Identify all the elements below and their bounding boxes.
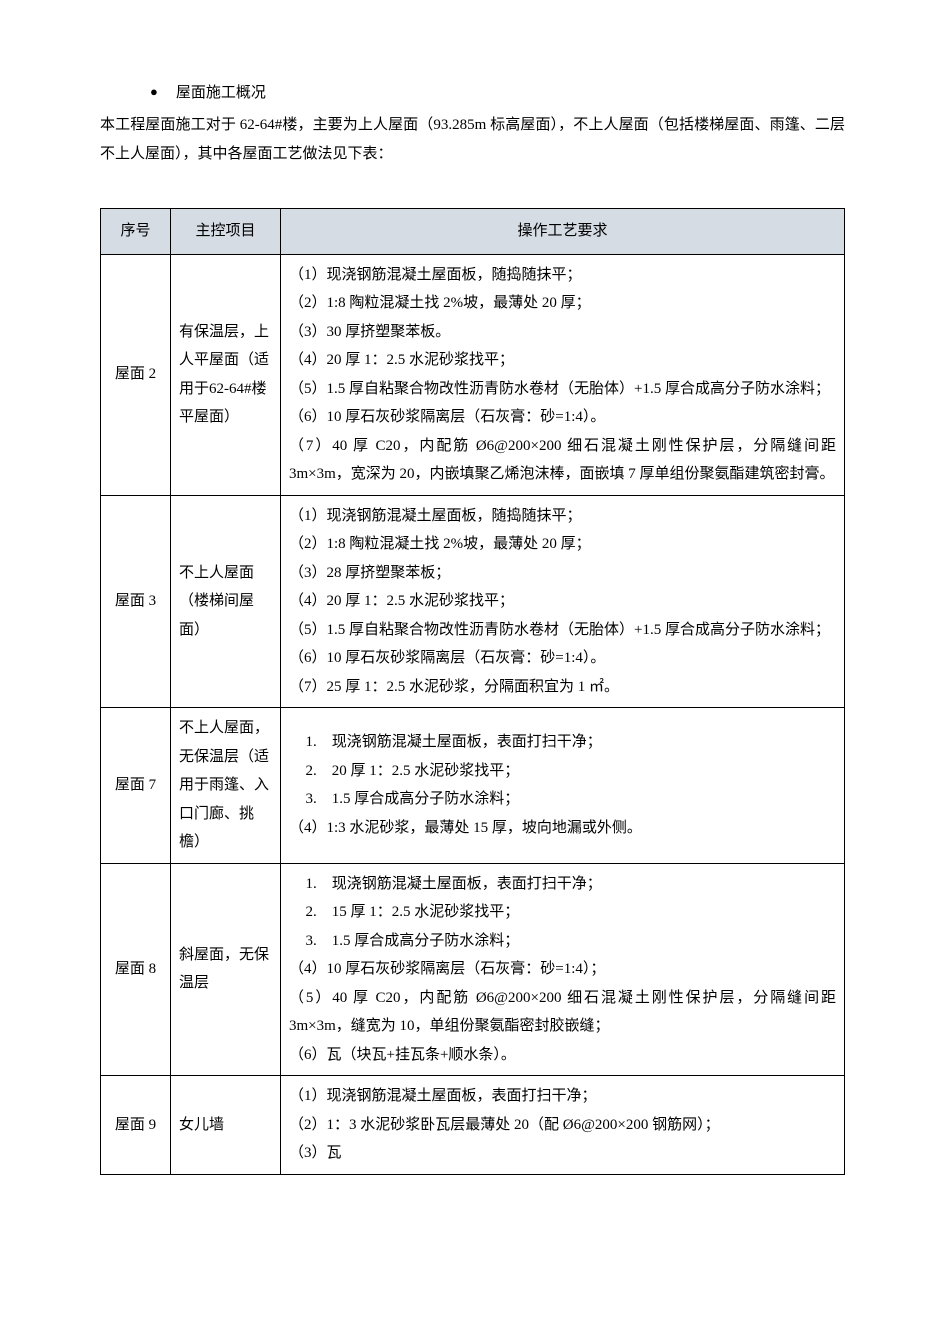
cell-item: 女儿墙 [171, 1076, 281, 1175]
req-line: （6）10 厚石灰砂浆隔离层（石灰膏：砂=1:4）。 [289, 644, 836, 673]
req-line: 2. 15 厚 1：2.5 水泥砂浆找平； [289, 898, 836, 927]
table-row: 屋面 8斜屋面，无保温层1. 现浇钢筋混凝土屋面板，表面打扫干净；2. 15 厚… [101, 863, 845, 1076]
req-line: （2）1:8 陶粒混凝土找 2%坡，最薄处 20 厚； [289, 289, 836, 318]
cell-requirements: 1. 现浇钢筋混凝土屋面板，表面打扫干净；2. 15 厚 1：2.5 水泥砂浆找… [281, 863, 845, 1076]
req-line: （6）10 厚石灰砂浆隔离层（石灰膏：砂=1:4）。 [289, 403, 836, 432]
cell-seq: 屋面 9 [101, 1076, 171, 1175]
cell-seq: 屋面 8 [101, 863, 171, 1076]
cell-requirements: （1）现浇钢筋混凝土屋面板，表面打扫干净；（2）1：3 水泥砂浆卧瓦层最薄处 2… [281, 1076, 845, 1175]
cell-seq: 屋面 3 [101, 495, 171, 708]
req-line: （6）瓦（块瓦+挂瓦条+顺水条）。 [289, 1041, 836, 1070]
req-line: （4）10 厚石灰砂浆隔离层（石灰膏：砂=1:4）； [289, 955, 836, 984]
table-row: 屋面 3不上人屋面（楼梯间屋面）（1）现浇钢筋混凝土屋面板，随捣随抹平；（2）1… [101, 495, 845, 708]
req-line: （3）30 厚挤塑聚苯板。 [289, 318, 836, 347]
req-line: 3. 1.5 厚合成高分子防水涂料； [289, 927, 836, 956]
col-header-seq: 序号 [101, 209, 171, 255]
cell-requirements: （1）现浇钢筋混凝土屋面板，随捣随抹平；（2）1:8 陶粒混凝土找 2%坡，最薄… [281, 254, 845, 495]
req-line: （4）1:3 水泥砂浆，最薄处 15 厚，坡向地漏或外侧。 [289, 814, 836, 843]
col-header-item: 主控项目 [171, 209, 281, 255]
req-line: （7）25 厚 1：2.5 水泥砂浆，分隔面积宜为 1 ㎡。 [289, 673, 836, 702]
req-line: （2）1:8 陶粒混凝土找 2%坡，最薄处 20 厚； [289, 530, 836, 559]
section-title: 屋面施工概况 [176, 80, 266, 107]
req-line: （5）1.5 厚自粘聚合物改性沥青防水卷材（无胎体）+1.5 厚合成高分子防水涂… [289, 375, 836, 404]
req-line: （4）20 厚 1：2.5 水泥砂浆找平； [289, 587, 836, 616]
req-line: （1）现浇钢筋混凝土屋面板，随捣随抹平； [289, 502, 836, 531]
req-line: （4）20 厚 1：2.5 水泥砂浆找平； [289, 346, 836, 375]
req-line: （5）1.5 厚自粘聚合物改性沥青防水卷材（无胎体）+1.5 厚合成高分子防水涂… [289, 616, 836, 645]
req-line: （3）28 厚挤塑聚苯板； [289, 559, 836, 588]
bullet-icon: ● [150, 80, 158, 105]
table-row: 屋面 9女儿墙（1）现浇钢筋混凝土屋面板，表面打扫干净；（2）1：3 水泥砂浆卧… [101, 1076, 845, 1175]
req-line: （1）现浇钢筋混凝土屋面板，表面打扫干净； [289, 1082, 836, 1111]
cell-seq: 屋面 7 [101, 708, 171, 864]
cell-item: 斜屋面，无保温层 [171, 863, 281, 1076]
req-line: （7）40 厚 C20，内配筋 Ø6@200×200 细石混凝土刚性保护层，分隔… [289, 432, 836, 489]
req-line: （1）现浇钢筋混凝土屋面板，随捣随抹平； [289, 261, 836, 290]
cell-item: 不上人屋面（楼梯间屋面） [171, 495, 281, 708]
req-line: （5）40 厚 C20，内配筋 Ø6@200×200 细石混凝土刚性保护层，分隔… [289, 984, 836, 1041]
intro-paragraph: 本工程屋面施工对于 62-64#楼，主要为上人屋面（93.285m 标高屋面），… [100, 111, 845, 168]
cell-requirements: （1）现浇钢筋混凝土屋面板，随捣随抹平；（2）1:8 陶粒混凝土找 2%坡，最薄… [281, 495, 845, 708]
table-header-row: 序号 主控项目 操作工艺要求 [101, 209, 845, 255]
section-heading: ● 屋面施工概况 [100, 80, 845, 107]
req-line: 1. 现浇钢筋混凝土屋面板，表面打扫干净； [289, 870, 836, 899]
cell-item: 不上人屋面，无保温层（适用于雨篷、入口门廊、挑檐） [171, 708, 281, 864]
cell-seq: 屋面 2 [101, 254, 171, 495]
req-line: 2. 20 厚 1：2.5 水泥砂浆找平； [289, 757, 836, 786]
cell-item: 有保温层，上人平屋面（适用于62-64#楼平屋面） [171, 254, 281, 495]
cell-requirements: 1. 现浇钢筋混凝土屋面板，表面打扫干净；2. 20 厚 1：2.5 水泥砂浆找… [281, 708, 845, 864]
col-header-req: 操作工艺要求 [281, 209, 845, 255]
req-line: （2）1：3 水泥砂浆卧瓦层最薄处 20（配 Ø6@200×200 钢筋网）； [289, 1111, 836, 1140]
table-row: 屋面 2有保温层，上人平屋面（适用于62-64#楼平屋面）（1）现浇钢筋混凝土屋… [101, 254, 845, 495]
table-row: 屋面 7不上人屋面，无保温层（适用于雨篷、入口门廊、挑檐）1. 现浇钢筋混凝土屋… [101, 708, 845, 864]
req-line: 3. 1.5 厚合成高分子防水涂料； [289, 785, 836, 814]
req-line: （3）瓦 [289, 1139, 836, 1168]
req-line: 1. 现浇钢筋混凝土屋面板，表面打扫干净； [289, 728, 836, 757]
roof-spec-table: 序号 主控项目 操作工艺要求 屋面 2有保温层，上人平屋面（适用于62-64#楼… [100, 208, 845, 1175]
